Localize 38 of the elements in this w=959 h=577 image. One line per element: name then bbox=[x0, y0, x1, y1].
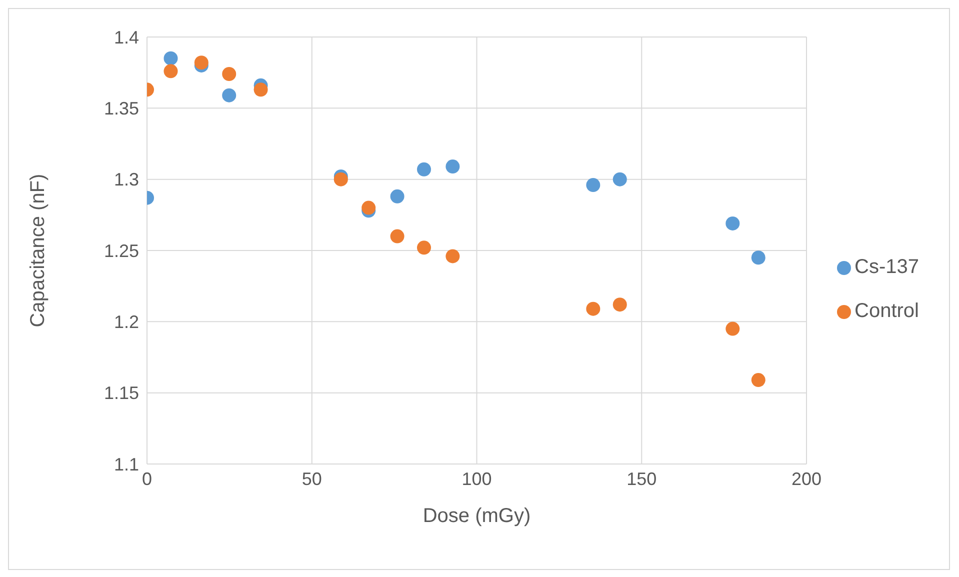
legend-label: Cs-137 bbox=[854, 256, 919, 278]
point bbox=[194, 56, 208, 70]
legend-label: Control bbox=[854, 300, 919, 322]
point bbox=[612, 298, 627, 312]
point bbox=[612, 172, 627, 186]
y-tick-label: 1.35 bbox=[104, 98, 139, 119]
point bbox=[416, 240, 431, 255]
x-axis-title: Dose (mGy) bbox=[422, 505, 531, 527]
point bbox=[586, 302, 600, 316]
point bbox=[726, 322, 740, 336]
point bbox=[164, 51, 178, 66]
point bbox=[751, 373, 766, 388]
x-tick-label: 200 bbox=[791, 468, 822, 489]
point bbox=[334, 172, 348, 186]
y-axis-title: Capacitance (nF) bbox=[27, 174, 50, 328]
y-tick-label: 1.15 bbox=[104, 383, 139, 404]
point bbox=[446, 249, 460, 264]
point bbox=[390, 229, 404, 244]
y-tick-label: 1.2 bbox=[114, 312, 139, 332]
point bbox=[416, 162, 431, 176]
point bbox=[222, 67, 236, 82]
point bbox=[222, 88, 236, 102]
y-tick-label: 1.25 bbox=[104, 240, 139, 261]
point bbox=[362, 200, 376, 215]
point bbox=[164, 64, 178, 78]
x-tick-label: 0 bbox=[142, 468, 152, 489]
point bbox=[726, 216, 740, 230]
point bbox=[390, 189, 404, 204]
point bbox=[446, 160, 460, 174]
point bbox=[586, 178, 600, 192]
x-tick-label: 50 bbox=[302, 468, 322, 489]
x-tick-label: 100 bbox=[462, 468, 492, 489]
point bbox=[751, 250, 766, 265]
x-tick-label: 150 bbox=[626, 468, 657, 489]
y-tick-label: 1.4 bbox=[114, 27, 139, 48]
y-tick-label: 1.1 bbox=[114, 454, 139, 474]
y-tick-label: 1.3 bbox=[114, 170, 139, 190]
point bbox=[254, 82, 268, 97]
